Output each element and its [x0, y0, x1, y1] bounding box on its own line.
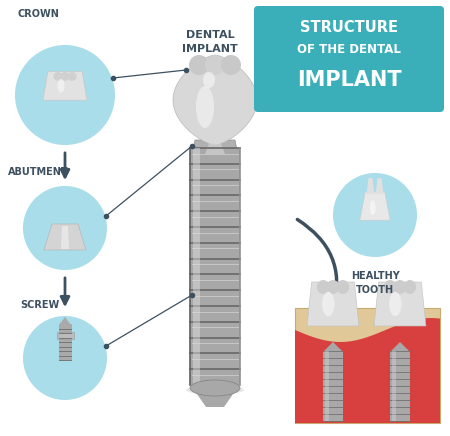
Ellipse shape [394, 280, 406, 294]
Ellipse shape [189, 55, 209, 75]
Text: STRUCTURE: STRUCTURE [300, 20, 398, 35]
Polygon shape [376, 178, 383, 194]
Circle shape [23, 186, 107, 270]
Text: IMPLANT: IMPLANT [297, 70, 401, 90]
Bar [325, 351, 329, 421]
Bar [392, 351, 396, 421]
Polygon shape [190, 384, 240, 407]
Polygon shape [374, 282, 426, 326]
Ellipse shape [186, 385, 244, 395]
Ellipse shape [190, 380, 240, 396]
Polygon shape [323, 342, 343, 352]
Polygon shape [307, 282, 359, 326]
Ellipse shape [205, 55, 225, 75]
Bar [193, 148, 200, 385]
Ellipse shape [317, 280, 329, 294]
Text: ABUTMENT: ABUTMENT [8, 167, 68, 177]
Polygon shape [360, 192, 390, 220]
Polygon shape [295, 318, 440, 423]
Bar [190, 148, 240, 385]
Polygon shape [43, 72, 87, 100]
Text: SCREW: SCREW [20, 300, 59, 310]
Text: OF THE DENTAL: OF THE DENTAL [297, 44, 401, 57]
Ellipse shape [389, 292, 401, 316]
Ellipse shape [54, 72, 63, 81]
Polygon shape [205, 141, 225, 154]
Bar [57, 332, 74, 339]
Text: HEALTHY
TOOTH: HEALTHY TOOTH [351, 271, 400, 295]
Ellipse shape [327, 280, 339, 294]
Polygon shape [173, 55, 257, 145]
Ellipse shape [203, 72, 215, 88]
Bar [295, 308, 440, 423]
Circle shape [333, 173, 417, 257]
Ellipse shape [384, 280, 396, 294]
Polygon shape [390, 342, 410, 352]
Ellipse shape [404, 280, 416, 294]
Bar [390, 351, 410, 421]
Polygon shape [61, 226, 69, 249]
Ellipse shape [221, 55, 241, 75]
Ellipse shape [58, 79, 64, 93]
Ellipse shape [196, 86, 214, 128]
Circle shape [15, 45, 115, 145]
Polygon shape [44, 224, 86, 250]
Ellipse shape [322, 292, 334, 316]
Polygon shape [59, 317, 71, 325]
Bar [323, 351, 343, 421]
FancyBboxPatch shape [254, 6, 444, 112]
Polygon shape [366, 178, 374, 194]
Bar [59, 324, 72, 360]
Ellipse shape [370, 200, 376, 215]
Ellipse shape [60, 72, 70, 81]
Ellipse shape [337, 280, 349, 294]
Polygon shape [192, 140, 238, 155]
Text: DENTAL
IMPLANT: DENTAL IMPLANT [182, 30, 238, 54]
Ellipse shape [68, 72, 76, 81]
Circle shape [23, 316, 107, 400]
Text: CROWN: CROWN [18, 9, 60, 19]
